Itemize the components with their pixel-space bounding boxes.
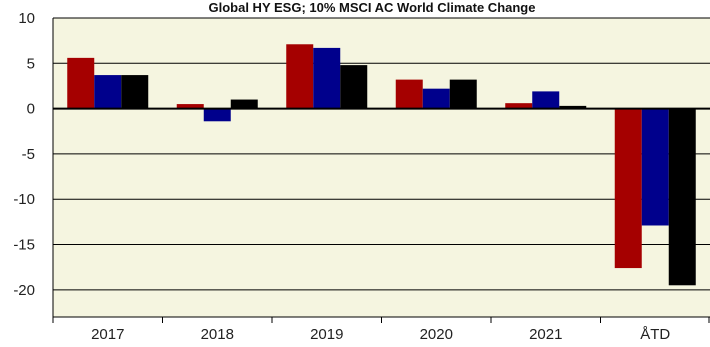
bar [614,108,642,269]
y-tick-label: 5 [27,55,35,72]
y-axis-ticks: 10 5 0 -5 -10 -15 -20 [13,10,35,299]
bar [559,105,587,109]
bar [286,44,314,109]
bar [340,65,368,109]
x-tick-label: 2020 [420,326,453,343]
bar [94,75,122,109]
x-tick-label: 2019 [310,326,343,343]
x-axis-ticks: 2017 2018 2019 2020 2021 ÅTD [52,317,710,343]
y-tick-label: -15 [13,237,35,254]
x-tick-label: 2021 [529,326,562,343]
y-tick-label: 0 [27,101,35,118]
x-tick-label: ÅTD [640,326,670,343]
bar [395,79,423,109]
y-tick-label: 10 [18,10,35,27]
bar [203,108,231,122]
bar [505,103,533,109]
x-tick-label: 2018 [201,326,234,343]
bar [449,79,477,109]
bar [313,47,341,109]
bar [230,99,258,109]
bars [67,44,696,286]
bar [532,91,560,109]
bar [641,108,669,226]
y-tick-label: -10 [13,191,35,208]
y-tick-label: -20 [13,282,35,299]
x-tick-label: 2017 [91,326,124,343]
bar [422,88,450,109]
bar [121,75,149,109]
chart-title: Global HY ESG; 10% MSCI AC World Climate… [209,0,536,15]
bar [67,57,95,109]
bar [668,108,696,286]
bar [176,104,204,109]
plot-area [53,18,710,317]
y-tick-label: -5 [22,146,35,163]
